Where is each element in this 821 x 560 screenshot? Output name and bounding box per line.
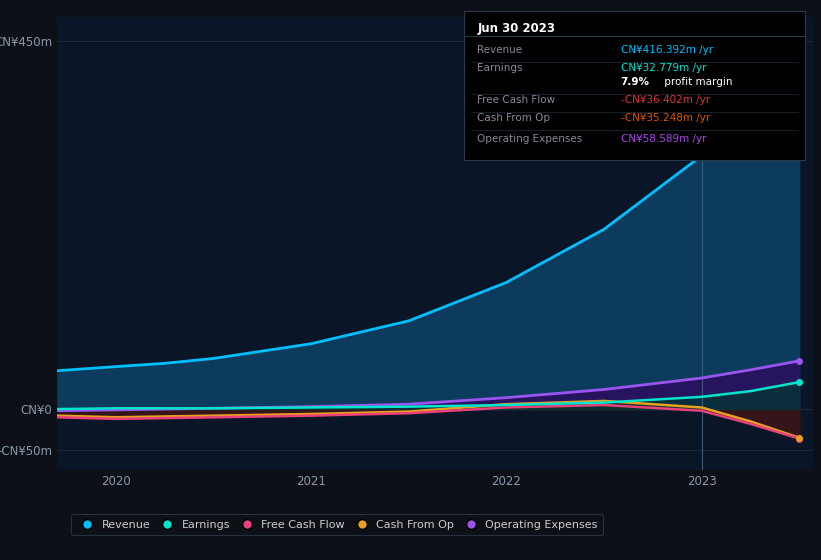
Text: Earnings: Earnings [478, 63, 523, 73]
Text: CN¥32.779m /yr: CN¥32.779m /yr [621, 63, 706, 73]
Text: profit margin: profit margin [662, 77, 733, 87]
Text: -CN¥35.248m /yr: -CN¥35.248m /yr [621, 113, 710, 123]
Text: Cash From Op: Cash From Op [478, 113, 551, 123]
Text: CN¥58.589m /yr: CN¥58.589m /yr [621, 134, 706, 144]
Legend: Revenue, Earnings, Free Cash Flow, Cash From Op, Operating Expenses: Revenue, Earnings, Free Cash Flow, Cash … [71, 514, 603, 535]
Text: Jun 30 2023: Jun 30 2023 [478, 22, 556, 35]
Text: Revenue: Revenue [478, 45, 523, 55]
Text: Operating Expenses: Operating Expenses [478, 134, 583, 144]
Text: Free Cash Flow: Free Cash Flow [478, 95, 556, 105]
Text: 7.9%: 7.9% [621, 77, 649, 87]
Text: CN¥416.392m /yr: CN¥416.392m /yr [621, 45, 713, 55]
Text: -CN¥36.402m /yr: -CN¥36.402m /yr [621, 95, 709, 105]
